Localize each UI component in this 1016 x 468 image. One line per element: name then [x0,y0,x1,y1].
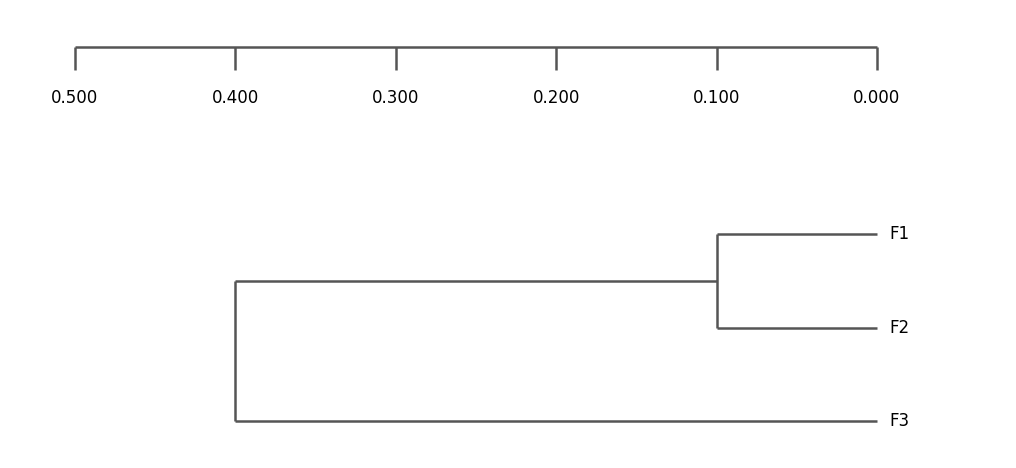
Text: 0.400: 0.400 [211,89,259,107]
Text: 0.000: 0.000 [853,89,900,107]
Text: 0.100: 0.100 [693,89,741,107]
Text: F2: F2 [890,319,910,336]
Text: 0.200: 0.200 [532,89,580,107]
Text: 0.300: 0.300 [372,89,420,107]
Text: F1: F1 [890,225,910,243]
Text: 0.500: 0.500 [51,89,99,107]
Text: F3: F3 [890,412,910,430]
